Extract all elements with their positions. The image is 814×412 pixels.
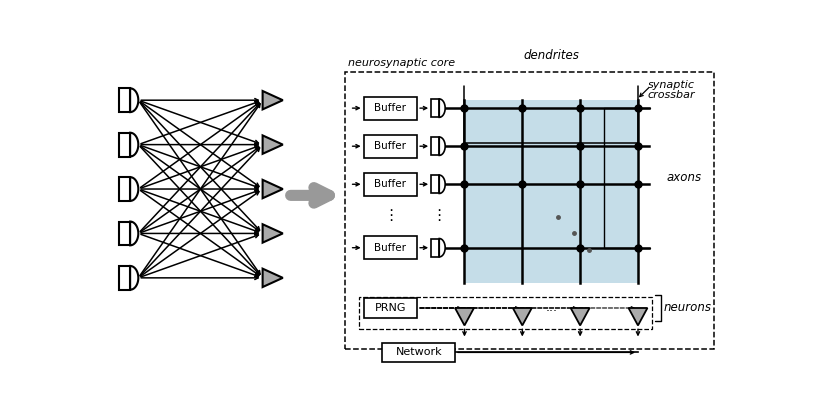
Text: ···: ··· [545,305,558,318]
Polygon shape [130,266,138,290]
Text: dendrites: dendrites [523,49,580,62]
Text: Buffer: Buffer [374,141,406,151]
Polygon shape [513,308,532,325]
Polygon shape [119,88,130,112]
Text: Network: Network [396,347,442,357]
Polygon shape [455,308,474,325]
Polygon shape [130,88,138,112]
Polygon shape [263,180,282,198]
Text: neurons: neurons [663,302,711,314]
Text: axons: axons [667,171,702,185]
Polygon shape [130,177,138,201]
Text: neurosynaptic core: neurosynaptic core [348,58,455,68]
Polygon shape [119,177,130,201]
Polygon shape [263,91,282,110]
FancyBboxPatch shape [364,97,417,119]
Polygon shape [263,269,282,287]
Polygon shape [431,137,440,155]
Text: Buffer: Buffer [374,103,406,113]
Polygon shape [440,175,445,194]
Text: ⋮: ⋮ [383,208,398,223]
FancyBboxPatch shape [364,135,417,158]
Polygon shape [628,308,647,325]
Polygon shape [263,136,282,154]
Polygon shape [431,175,440,194]
FancyBboxPatch shape [364,173,417,196]
Text: ⋮: ⋮ [431,208,447,223]
Polygon shape [119,266,130,290]
Polygon shape [571,308,589,325]
Polygon shape [431,239,440,257]
FancyBboxPatch shape [465,100,638,283]
Text: Buffer: Buffer [374,179,406,189]
Polygon shape [130,133,138,157]
Polygon shape [440,137,445,155]
Text: synaptic
crossbar: synaptic crossbar [647,80,695,101]
FancyBboxPatch shape [364,298,417,318]
Polygon shape [119,133,130,157]
Polygon shape [440,99,445,117]
Polygon shape [263,224,282,243]
FancyBboxPatch shape [364,236,417,259]
Polygon shape [119,222,130,245]
Polygon shape [440,239,445,257]
Polygon shape [130,222,138,245]
Text: PRNG: PRNG [374,303,406,313]
FancyBboxPatch shape [383,342,455,362]
Polygon shape [431,99,440,117]
Text: Buffer: Buffer [374,243,406,253]
